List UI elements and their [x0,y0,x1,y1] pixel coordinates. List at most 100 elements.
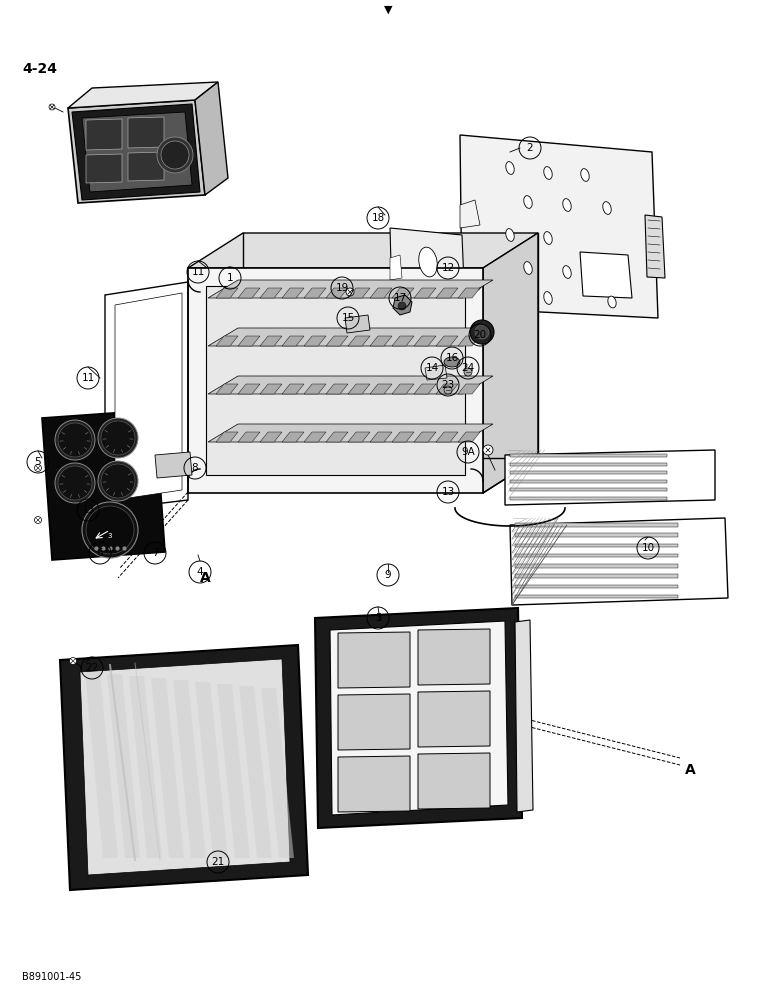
Polygon shape [460,200,480,228]
Polygon shape [85,672,118,858]
Circle shape [483,445,493,455]
Polygon shape [326,384,348,394]
Polygon shape [304,288,326,298]
Polygon shape [238,288,260,298]
Polygon shape [80,659,290,875]
Polygon shape [260,384,282,394]
Polygon shape [348,288,370,298]
Polygon shape [129,676,162,858]
Polygon shape [260,288,282,298]
Polygon shape [645,215,665,278]
Polygon shape [458,288,480,298]
Bar [515,595,679,598]
Bar [510,471,668,474]
Polygon shape [326,432,348,442]
Bar [510,463,668,466]
Polygon shape [483,233,538,493]
Polygon shape [436,336,458,346]
Polygon shape [436,288,458,298]
Polygon shape [304,336,326,346]
Text: 2: 2 [527,143,533,153]
Polygon shape [458,432,480,442]
Text: A: A [685,763,696,777]
Polygon shape [282,336,304,346]
Polygon shape [348,432,370,442]
Text: 23: 23 [442,380,455,390]
Polygon shape [217,684,250,858]
Polygon shape [348,384,370,394]
Text: 3: 3 [374,613,381,623]
Text: B891001-45: B891001-45 [22,972,81,982]
Bar [515,585,679,588]
Polygon shape [188,233,538,268]
Bar [515,564,679,568]
Circle shape [58,423,92,457]
Polygon shape [414,336,436,346]
Polygon shape [216,336,238,346]
Circle shape [470,320,494,344]
Text: 16: 16 [445,353,459,363]
Polygon shape [392,432,414,442]
Polygon shape [390,255,402,280]
Polygon shape [282,432,304,442]
Text: 8: 8 [191,463,198,473]
Bar [510,497,668,499]
Ellipse shape [444,357,460,367]
Bar [515,523,679,527]
Polygon shape [68,82,218,108]
Text: 18: 18 [371,213,384,223]
Polygon shape [436,432,458,442]
Polygon shape [580,252,632,298]
Polygon shape [128,152,164,181]
Polygon shape [72,104,200,200]
Text: 11: 11 [81,373,95,383]
Polygon shape [414,432,436,442]
Polygon shape [261,688,294,858]
Polygon shape [515,620,533,812]
Polygon shape [425,365,447,380]
Polygon shape [195,82,228,195]
Polygon shape [128,117,164,148]
Polygon shape [188,268,483,493]
Circle shape [475,325,489,339]
Text: 6: 6 [96,548,103,558]
Text: 4: 4 [197,567,203,577]
Text: 14: 14 [425,363,438,373]
Polygon shape [330,621,508,815]
Polygon shape [304,384,326,394]
Ellipse shape [523,196,532,208]
Polygon shape [155,452,192,478]
Polygon shape [216,288,238,298]
Polygon shape [282,384,304,394]
Text: 21: 21 [212,857,225,867]
Polygon shape [370,432,392,442]
Ellipse shape [604,269,612,281]
Ellipse shape [543,167,552,179]
Bar [515,554,679,557]
Circle shape [35,516,42,524]
Circle shape [398,302,406,310]
Polygon shape [239,686,272,858]
Ellipse shape [603,202,611,214]
Polygon shape [173,680,206,858]
Text: 7: 7 [151,548,158,558]
Circle shape [86,506,134,554]
Polygon shape [238,384,260,394]
Polygon shape [338,632,410,688]
Circle shape [444,386,452,394]
Text: 20: 20 [473,330,486,340]
Polygon shape [510,518,728,605]
Circle shape [49,104,55,110]
Circle shape [55,463,95,503]
Text: 10: 10 [642,543,655,553]
Text: 9: 9 [384,570,391,580]
Polygon shape [86,119,122,150]
Polygon shape [418,753,490,809]
Circle shape [161,141,189,169]
Bar [515,574,679,578]
Polygon shape [82,112,192,192]
Ellipse shape [506,162,514,174]
Text: 19: 19 [335,283,349,293]
Text: 24: 24 [462,363,475,373]
Polygon shape [414,384,436,394]
